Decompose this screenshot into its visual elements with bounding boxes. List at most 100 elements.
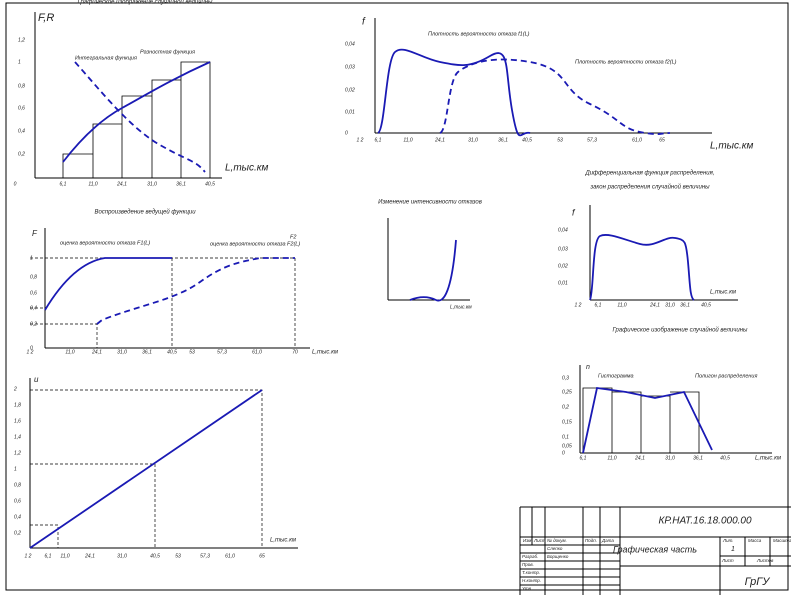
stamp-cell: 1 [731,546,735,553]
annotation: Гистограмма [598,373,634,379]
line [29,389,263,549]
x-tick-label: 31,0 [117,553,127,559]
y-tick-label: 0,2 [30,321,37,327]
x-tick-label: 24,1 [649,302,660,308]
doc-code: КР.НАТ.16.18.000.00 [658,516,752,527]
y-tick-label: 1 [14,466,17,472]
x-tick-label: 36,1 [142,349,152,355]
y-tick-label: 0,6 [18,105,25,111]
curve-dashed [74,61,206,173]
axis-label: n [586,364,590,371]
annotation: Полигон распределения [695,373,757,379]
x-tick-label: 1 2 [357,137,364,143]
stamp-cell: Листов [756,558,774,563]
x-tick-label: 40,5 [167,349,177,355]
x-tick-label: 6,1 [595,302,602,308]
y-tick-label: 0,1 [562,434,569,440]
x-tick-label: 40,5 [701,302,711,308]
axes [44,228,310,349]
x-tick-label: 65 [259,553,265,559]
x-tick-label: 24,1 [116,181,127,187]
stamp-cell: Слепко [547,546,563,551]
axis-label: L,тыс.км [755,456,781,462]
x-tick-label: 57,3 [587,137,597,143]
x-tick-label: 40,5 [522,137,532,143]
axis-label: f [572,207,576,217]
chart-4 [387,218,470,302]
histogram [62,61,211,178]
stamp-cell: Утв. [522,586,532,591]
title-block [519,506,791,595]
y-tick-label: 0,03 [345,64,355,70]
x-tick-label: 61,0 [225,553,235,559]
curve [62,61,211,163]
chart-title: Дифференциальная функция распределения, [585,171,715,177]
annotation: оценка вероятности отказа F1(L) [60,240,150,246]
x-tick-label: 31,0 [147,181,157,187]
chart-title: Графическое изображение случайной величи… [613,327,748,334]
x-tick-label: 31,0 [117,349,127,355]
axis-label: L,тыс.км [312,350,338,356]
x-tick-label: 11,0 [88,181,98,187]
stamp-cell: Т.контр. [522,570,540,575]
organization: ГрГУ [745,576,771,588]
x-tick-label: 6,1 [60,181,67,187]
stamp-cell: Масса [748,538,762,543]
y-tick-label: 1,8 [14,402,21,408]
axis-label: u [34,375,39,384]
y-tick-label: 0,6 [30,290,37,296]
annotation: Плотность вероятности отказа f2(L) [575,59,677,65]
y-tick-label: 0 [562,450,565,456]
y-tick-label: 0,04 [345,41,355,47]
y-tick-label: 0,3 [562,375,569,381]
curve [409,239,457,302]
axis-label: L,тыс.км [710,141,754,152]
y-tick-label: 1,4 [14,434,21,440]
x-tick-label: 6,1 [45,553,52,559]
y-tick-label: 2 [13,386,17,392]
x-tick-label: 57,3 [217,349,227,355]
polygon [582,386,713,454]
x-tick-label: 40,5 [205,181,215,187]
y-tick-label: 0,02 [558,263,568,269]
x-tick-label: 11,0 [617,302,627,308]
axes [387,218,470,301]
y-tick-label: 0,8 [30,274,37,280]
y-tick-label: 0,01 [558,280,568,286]
stamp-lines [519,506,791,595]
y-tick-label: 0,8 [18,83,25,89]
x-tick-label: 24,1 [91,349,102,355]
x-tick-label: 1 2 [27,349,34,355]
y-tick-label: 0,4 [14,514,21,520]
x-tick-label: 61,0 [252,349,262,355]
x-tick-label: 31,0 [665,302,675,308]
x-tick-label: 24,1 [634,455,645,461]
axes [589,205,738,301]
chart-2 [374,18,712,137]
x-tick-label: 31,0 [665,455,675,461]
curve [44,257,172,311]
y-tick-label: 0,02 [345,87,355,93]
axes [29,378,298,549]
annotation: Интегральная функция [75,55,137,61]
y-tick-label: 0,04 [558,227,568,233]
chart-title: Изменение интенсивности отказов [378,200,482,206]
stamp-cell: Дата [601,538,614,543]
axis-label: f [362,17,366,28]
x-tick-label: 53 [189,349,195,355]
x-tick-label: 0 [14,181,17,187]
y-tick-label: 0,01 [345,109,355,115]
y-tick-label: 0,6 [14,498,21,504]
guides [30,257,296,348]
y-tick-label: 0,2 [18,151,25,157]
annotation: оценка вероятности отказа F2(L) [210,241,300,247]
chart-6 [29,378,298,549]
y-tick-label: 0,8 [14,482,21,488]
y-tick-label: 1,2 [18,37,25,43]
stamp-cell: Пров. [522,562,534,567]
x-tick-label: 11,0 [607,455,617,461]
x-tick-label: 70 [292,349,298,355]
curve [589,234,695,301]
stamp-cell: Лист [721,558,734,563]
